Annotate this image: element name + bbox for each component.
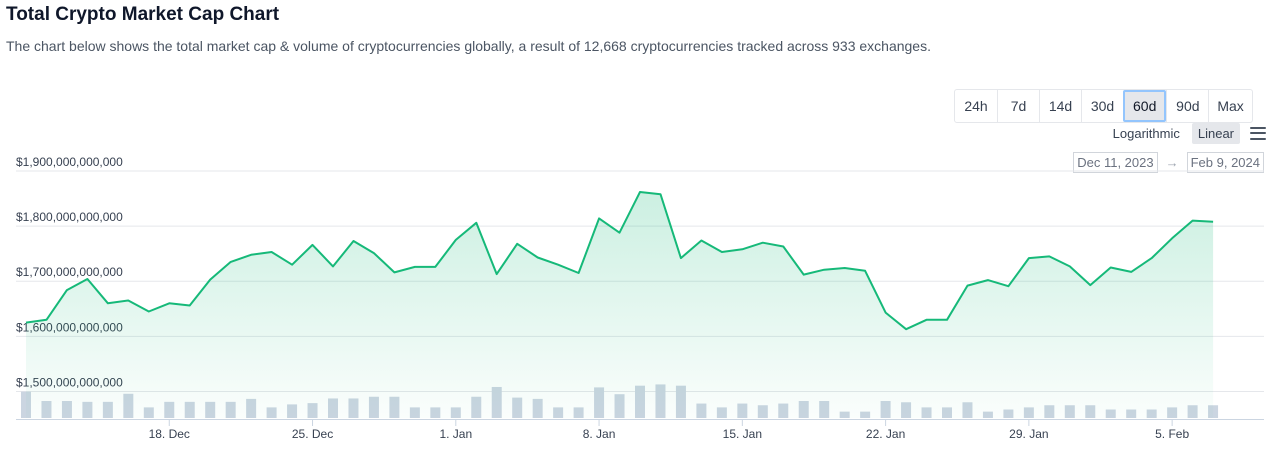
range-max-button[interactable]: Max — [1208, 90, 1251, 122]
range-30d-button[interactable]: 30d — [1081, 90, 1123, 122]
x-tick-label: 15. Jan — [723, 427, 762, 441]
date-from-input[interactable]: Dec 11, 2023 — [1073, 151, 1158, 173]
range-14d-button[interactable]: 14d — [1039, 90, 1081, 122]
x-tick-label: 29. Jan — [1009, 427, 1048, 441]
date-to-input[interactable]: Feb 9, 2024 — [1186, 151, 1264, 173]
x-tick-label: 8. Jan — [583, 427, 616, 441]
y-tick-label: $1,900,000,000,000 — [16, 155, 123, 169]
scale-toggle: Logarithmic Linear — [1107, 121, 1266, 145]
market-cap-area — [26, 192, 1214, 418]
range-90d-button[interactable]: 90d — [1166, 90, 1208, 122]
page-description: The chart below shows the total market c… — [6, 38, 931, 54]
y-tick-label: $1,800,000,000,000 — [16, 210, 123, 224]
hamburger-menu-icon[interactable] — [1250, 126, 1266, 140]
x-tick-label: 25. Dec — [292, 427, 333, 441]
page-title: Total Crypto Market Cap Chart — [6, 4, 280, 25]
x-tick-label: 5. Feb — [1155, 427, 1189, 441]
time-range-selector: 24h 7d 14d 30d 60d 90d Max — [954, 89, 1253, 123]
linear-scale-option[interactable]: Linear — [1191, 122, 1240, 144]
x-tick-label: 22. Jan — [866, 427, 905, 441]
range-7d-button[interactable]: 7d — [997, 90, 1039, 122]
range-24h-button[interactable]: 24h — [964, 98, 988, 114]
y-tick-label: $1,700,000,000,000 — [16, 265, 123, 279]
x-tick-label: 1. Jan — [439, 427, 472, 441]
market-cap-line — [25, 191, 1214, 331]
date-range-picker: Dec 11, 2023 → Feb 9, 2024 — [1073, 151, 1264, 173]
arrow-right-icon: → — [1165, 154, 1179, 170]
range-60d-button[interactable]: 60d — [1123, 90, 1167, 122]
logarithmic-scale-option[interactable]: Logarithmic — [1112, 125, 1180, 141]
x-tick-label: 18. Dec — [149, 427, 190, 441]
